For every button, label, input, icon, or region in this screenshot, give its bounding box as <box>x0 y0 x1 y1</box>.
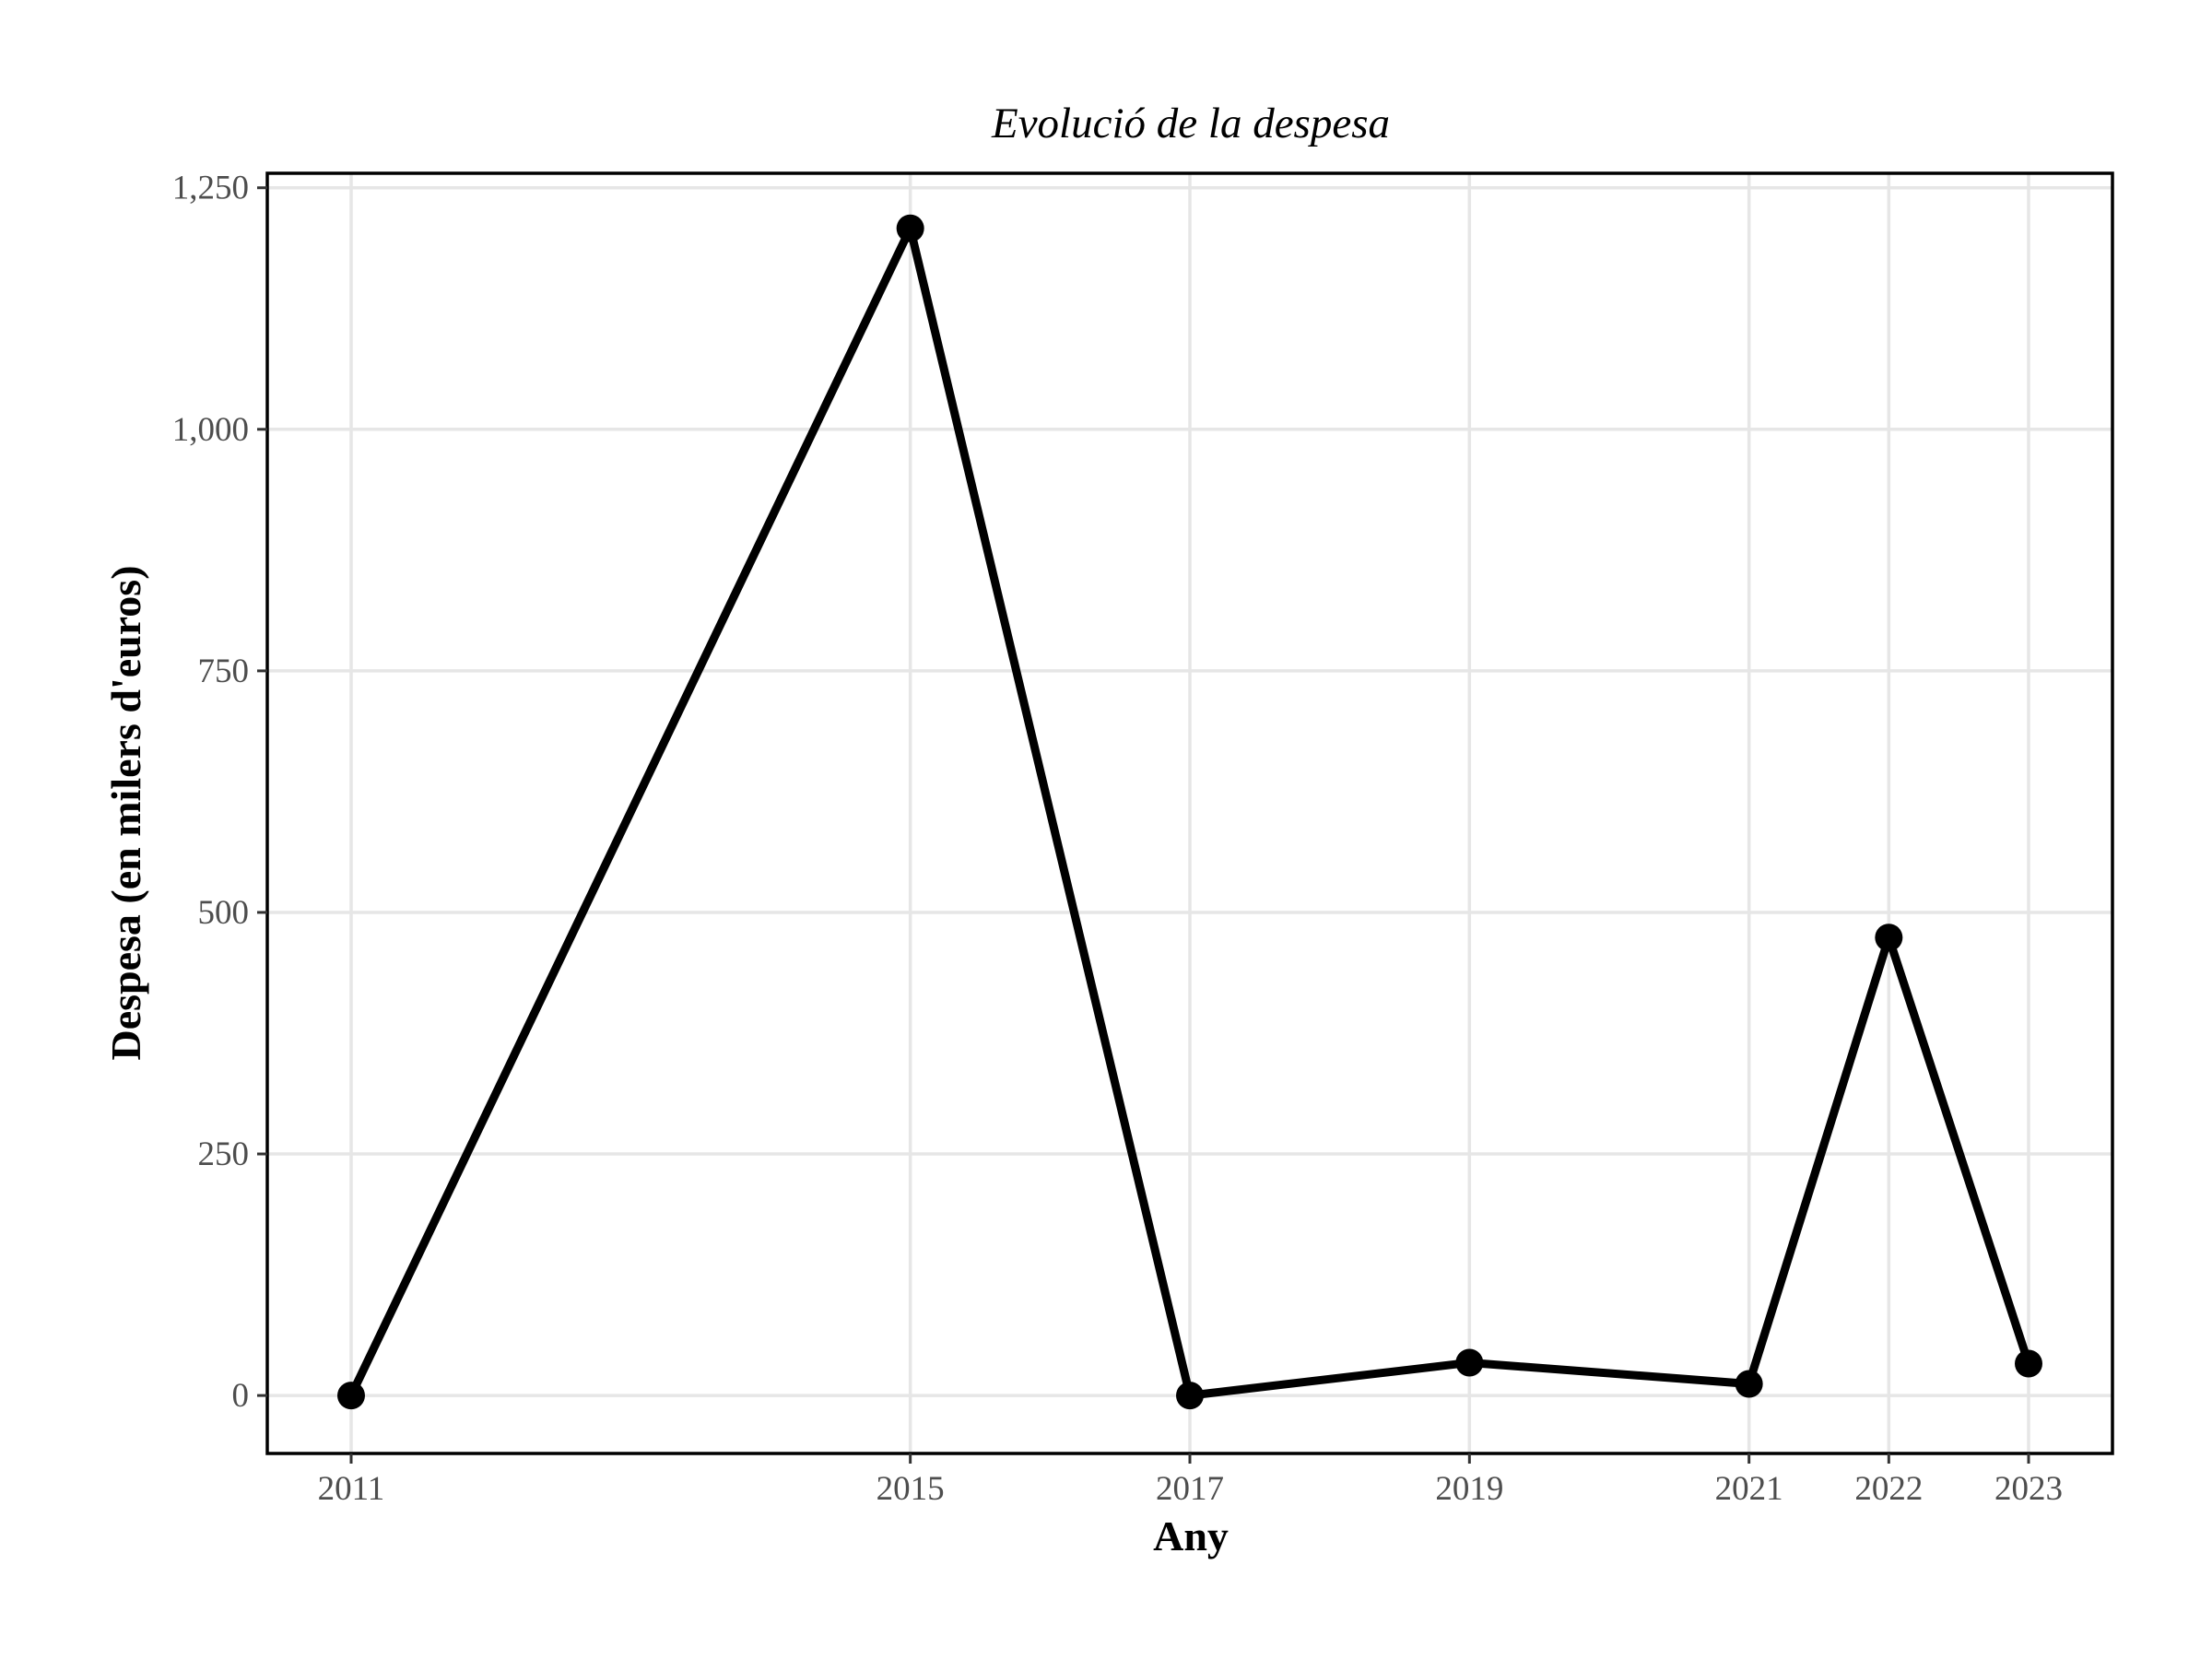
data-point <box>896 214 924 242</box>
x-axis-title: Any <box>1153 1512 1229 1559</box>
y-tick-label: 1,000 <box>172 411 249 449</box>
x-tick-label: 2023 <box>1994 1470 2063 1508</box>
x-tick-label: 2022 <box>1854 1470 1923 1508</box>
axis-ticks <box>257 186 2030 1464</box>
x-tick-label: 2021 <box>1715 1470 1783 1508</box>
data-point <box>2015 1349 2042 1378</box>
x-tick-label: 2019 <box>1435 1470 1503 1508</box>
x-tick-label: 2017 <box>1156 1470 1224 1508</box>
data-point <box>1735 1370 1763 1398</box>
y-tick-label: 500 <box>198 894 250 932</box>
y-tick-label: 250 <box>198 1135 250 1173</box>
y-tick-label: 1,250 <box>172 170 249 207</box>
y-tick-label: 0 <box>232 1377 250 1415</box>
x-tick-label: 2015 <box>877 1470 945 1508</box>
data-point <box>1176 1382 1204 1410</box>
data-point <box>1455 1348 1484 1377</box>
x-tick-label: 2011 <box>318 1470 385 1508</box>
y-tick-label: 750 <box>198 653 250 690</box>
grid-lines <box>267 173 2112 1453</box>
data-point <box>337 1382 365 1410</box>
y-axis-title: Despesa (en milers d'euros) <box>102 565 149 1060</box>
tick-labels: 2011 2015 2017 2019 2021 2022 2023 0 250 500 750 1,… <box>172 170 2063 1508</box>
data-point <box>1875 924 1903 952</box>
chart-title: Evolució de la despesa <box>991 100 1390 147</box>
data-series <box>337 214 2042 1410</box>
